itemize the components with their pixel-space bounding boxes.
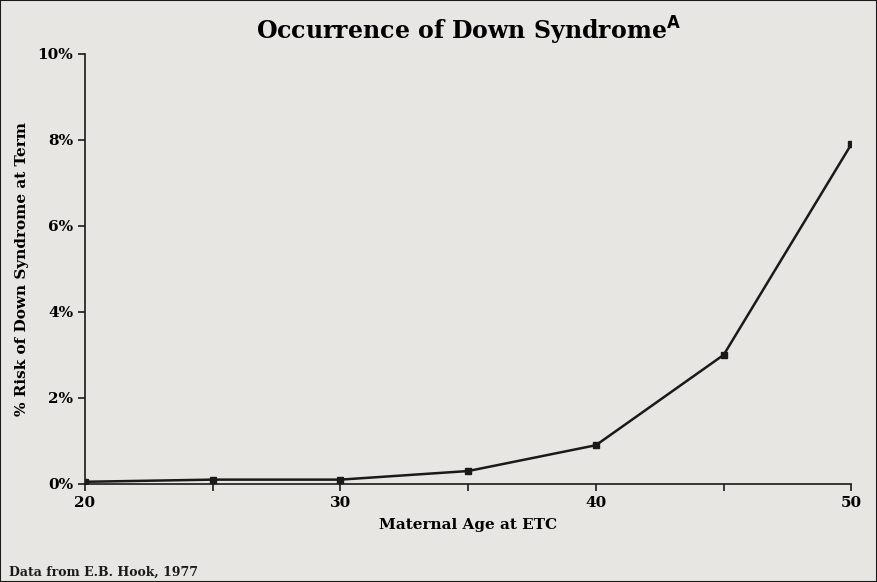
- Title: Occurrence of Down Syndrome$^\mathbf{A}$: Occurrence of Down Syndrome$^\mathbf{A}$: [255, 15, 681, 47]
- Y-axis label: % Risk of Down Syndrome at Term: % Risk of Down Syndrome at Term: [15, 122, 29, 416]
- X-axis label: Maternal Age at ETC: Maternal Age at ETC: [379, 518, 557, 532]
- Text: Data from E.B. Hook, 1977: Data from E.B. Hook, 1977: [9, 566, 198, 579]
